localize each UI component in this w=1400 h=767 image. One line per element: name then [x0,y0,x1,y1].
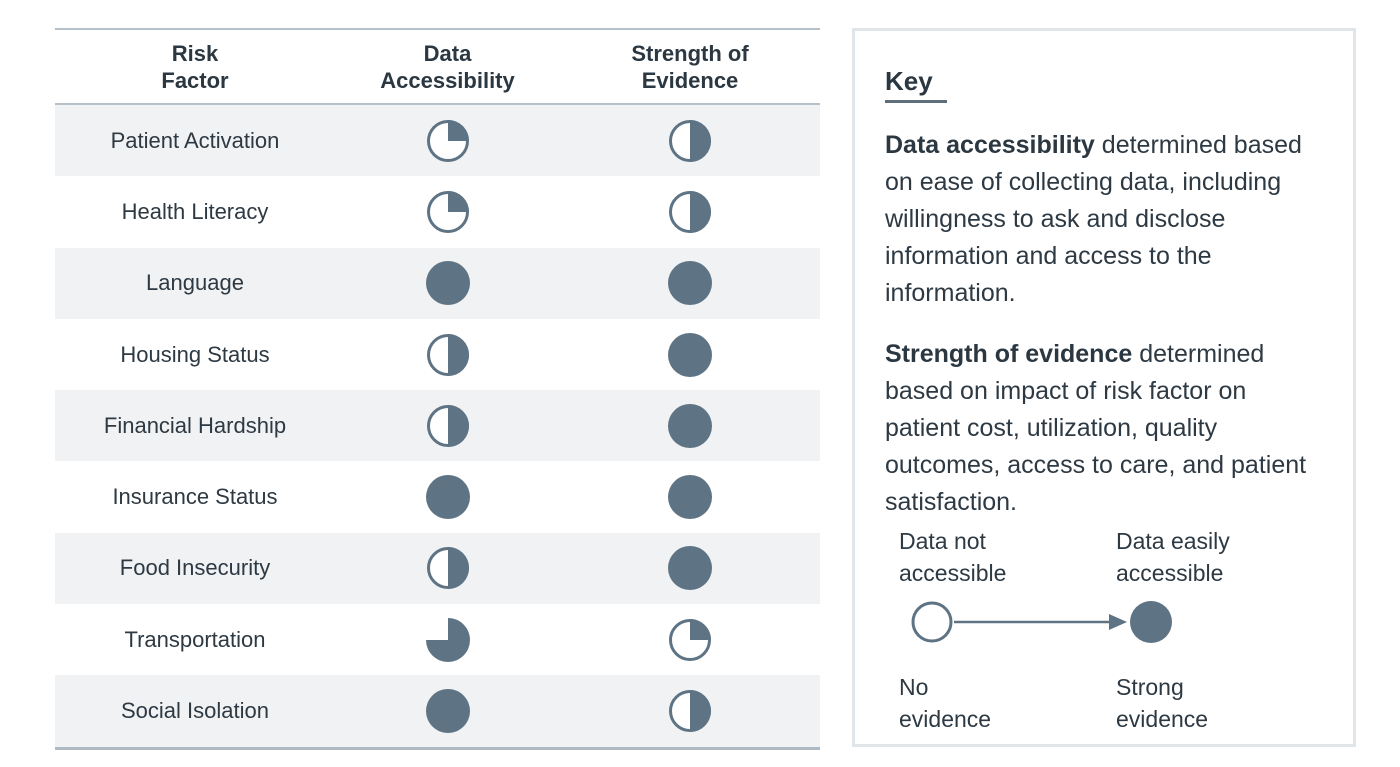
harvey-ball-50-icon [669,690,711,733]
harvey-ball-50-icon [426,547,469,590]
strength-of-evidence-cell [560,618,820,662]
strength-of-evidence-cell [560,332,820,377]
harvey-ball-100-icon [668,475,712,520]
ball-fill [447,547,469,590]
legend-scale: Data not accessible Data easily accessib… [887,525,1327,745]
key-title: Key [885,66,947,103]
ball-fill [690,119,711,162]
risk-factor-label: Language [146,270,244,296]
ball-fill [668,546,712,591]
table-row: Social Isolation [55,675,820,747]
strength-of-evidence-cell [560,475,820,520]
header-data-accessibility: Data Accessibility [380,40,515,93]
harvey-ball-100-icon [425,475,470,520]
table-row: Transportation [55,604,820,676]
risk-factor-label: Transportation [124,626,266,652]
harvey-ball-50-icon [426,404,469,447]
header-strength-of-evidence: Strength of Evidence [631,40,749,93]
key-text-strength-of-evidence: determined based on impact of risk facto… [885,340,1307,516]
table-row: Health Literacy [55,176,820,248]
ball-fill [668,261,712,306]
ball-fill [447,333,469,376]
table-row: Language [55,247,820,319]
table-body: Patient Activation Health Literacy Languag… [55,105,820,750]
data-accessibility-cell [335,261,560,306]
ball-fill [690,690,711,733]
harvey-ball-50-icon [426,333,469,376]
harvey-ball-25-icon [669,618,711,661]
risk-factor-label: Health Literacy [121,198,269,224]
header-risk-factor: Risk Factor [161,40,229,93]
risk-factor-label: Insurance Status [112,484,278,510]
risk-factor-label: Housing Status [120,341,270,367]
ball-fill [690,190,711,233]
risk-factor-label: Financial Hardship [103,412,287,438]
strength-of-evidence-cell [560,261,820,306]
table-row: Housing Status [55,318,820,391]
legend-label-data-easily-accessible: Data easily accessible [1116,528,1230,586]
data-accessibility-cell [335,475,560,520]
harvey-ball-25-icon [426,190,469,233]
harvey-ball-50-icon [669,119,711,162]
key-term-strength-of-evidence: Strength of evidence [885,340,1133,368]
key-paragraph-data-accessibility: Data accessibility determined based on e… [885,127,1327,312]
ball-fill [668,475,712,520]
table-row: Insurance Status [55,461,820,533]
harvey-ball-75-icon [425,617,470,662]
strength-of-evidence-cell [560,119,820,163]
risk-factor-label: Patient Activation [110,127,280,153]
ball-fill [690,618,711,640]
legend-label-no-evidence: No evidence [899,674,992,732]
data-accessibility-cell [335,333,560,377]
strength-of-evidence-cell [560,546,820,591]
risk-factor-label: Food Insecurity [119,555,271,581]
ball-fill [425,689,470,734]
key-panel: Key Data accessibility determined based … [852,28,1356,747]
legend-label-strong-evidence: Strong evidence [1116,674,1209,732]
data-accessibility-cell [335,119,560,163]
ball-fill [447,119,469,141]
ball-fill [425,617,470,662]
table-header-row: Risk Factor Data Accessibility Strength … [55,28,820,105]
harvey-ball-25-icon [426,119,469,162]
key-term-data-accessibility: Data accessibility [885,131,1095,159]
table-row: Financial Hardship [55,390,820,462]
risk-factor-table: Risk Factor Data Accessibility Strength … [55,28,820,750]
ball-fill [668,403,712,448]
strength-of-evidence-cell [560,403,820,448]
data-accessibility-cell [335,404,560,448]
arrow-head-icon [1109,614,1127,630]
harvey-ball-100-icon [668,261,712,306]
table-row: Patient Activation [55,105,820,177]
key-text-data-accessibility: determined based on ease of collecting d… [885,131,1302,307]
strength-of-evidence-cell [560,689,820,733]
data-accessibility-cell [335,689,560,734]
empty-circle-icon [911,601,953,643]
harvey-ball-100-icon [425,261,470,306]
ball-fill [425,261,470,306]
ball-fill [425,475,470,520]
risk-factor-label: Social Isolation [121,698,269,724]
key-paragraph-strength-of-evidence: Strength of evidence determined based on… [885,336,1327,521]
data-accessibility-cell [335,190,560,234]
ball-fill [447,190,469,212]
table-row: Food Insecurity [55,532,820,605]
ball-fill [668,332,712,377]
legend-scale-graphic [911,601,1172,643]
harvey-ball-100-icon [425,689,470,734]
filled-circle-icon [1130,601,1172,643]
legend-label-data-not-accessible: Data not accessible [899,528,1007,586]
harvey-ball-50-icon [669,190,711,233]
data-accessibility-cell [335,546,560,590]
ball-fill [447,404,469,447]
harvey-ball-100-icon [668,332,712,377]
strength-of-evidence-cell [560,190,820,234]
harvey-ball-100-icon [668,403,712,448]
harvey-ball-100-icon [668,546,712,591]
data-accessibility-cell [335,617,560,662]
